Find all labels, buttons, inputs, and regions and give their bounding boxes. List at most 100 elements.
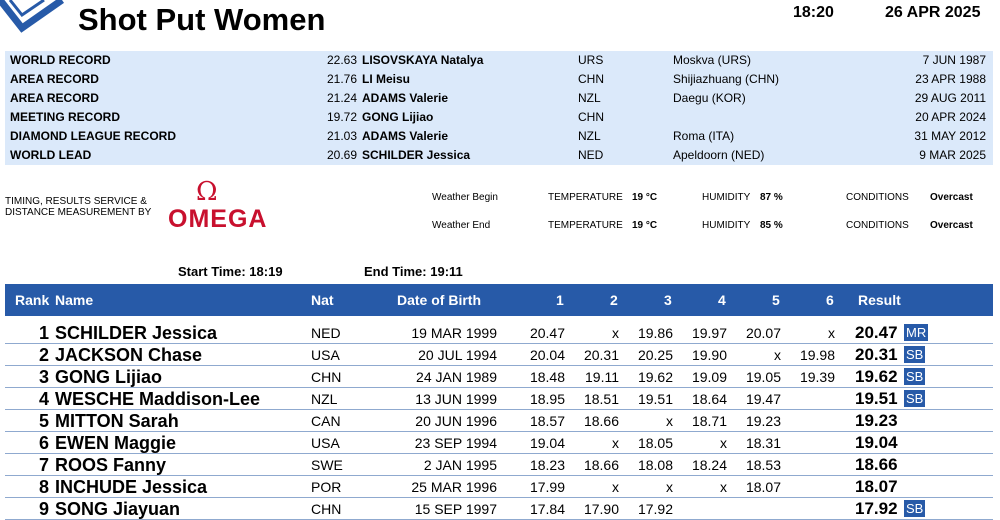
temp-label: TEMPERATURE <box>548 192 623 203</box>
record-date: 23 APR 1988 <box>915 72 986 86</box>
dob-cell: 13 JUN 1999 <box>415 391 497 407</box>
timing-credit: TIMING, RESULTS SERVICE & DISTANCE MEASU… <box>5 196 155 218</box>
athlete-name: WESCHE Maddison-Lee <box>55 389 261 409</box>
result-cell: 19.04 <box>855 433 898 452</box>
end-time-value: 19:11 <box>430 264 463 279</box>
conditions-label: CONDITIONS <box>846 220 909 231</box>
temp-value: 19 °C <box>632 220 658 231</box>
record-mark: 22.63 <box>326 53 357 67</box>
table-row: 6 EWEN Maggie USA 23 SEP 1994 19.04 x 18.05 x 18… <box>5 432 993 454</box>
attempt-3-cell: 19.86 <box>637 325 673 341</box>
nat-cell: POR <box>311 479 342 495</box>
dob-cell: 24 JAN 1989 <box>416 369 497 385</box>
omega-logo: OMEGA <box>168 205 268 233</box>
attempt-4-cell: 18.71 <box>691 413 727 429</box>
weather-begin-label: Weather Begin <box>432 192 498 203</box>
result-cell: 18.66 <box>855 455 898 474</box>
record-label: AREA RECORD <box>10 72 99 86</box>
record-badge: MR <box>904 324 929 341</box>
attempt-2-cell: x <box>612 325 619 341</box>
col-attempt-2: 2 <box>610 292 618 308</box>
record-badge: SB <box>904 368 926 385</box>
attempt-2-cell: 18.66 <box>583 457 619 473</box>
col-nat: Nat <box>311 292 334 308</box>
rank-cell: 5 <box>38 411 49 431</box>
conditions-label: CONDITIONS <box>846 192 909 203</box>
result-cell: 20.31 <box>855 345 898 364</box>
results-table: 1 SCHILDER Jessica NED 19 MAR 1999 20.47 x 19.… <box>5 322 993 520</box>
attempt-1-cell: 18.57 <box>529 413 565 429</box>
col-attempt-4: 4 <box>718 292 726 308</box>
record-nat: CHN <box>578 72 604 86</box>
table-row: 7 ROOS Fanny SWE 2 JAN 1995 18.23 18.66 18.08 1… <box>5 454 993 476</box>
end-time: End Time: 19:11 <box>364 264 463 279</box>
record-date: 9 MAR 2025 <box>919 148 986 162</box>
attempt-5-cell: 19.05 <box>745 369 781 385</box>
record-holder: LISOVSKAYA Natalya <box>362 53 484 67</box>
table-row: 1 SCHILDER Jessica NED 19 MAR 1999 20.47 x 19.… <box>5 322 993 344</box>
records-table: WORLD RECORD 22.63 LISOVSKAYA Natalya UR… <box>5 51 993 165</box>
attempt-3-cell: x <box>666 479 673 495</box>
result-cell: 19.23 <box>855 411 898 430</box>
record-label: MEETING RECORD <box>10 110 121 124</box>
page-title: Shot Put Women <box>78 2 326 37</box>
record-badge: SB <box>904 346 926 363</box>
attempt-5-cell: 18.31 <box>745 435 781 451</box>
rank-cell: 2 <box>38 345 49 365</box>
col-attempt-6: 6 <box>826 292 834 308</box>
rank-cell: 7 <box>38 455 49 475</box>
table-row: 2 JACKSON Chase USA 20 JUL 1994 20.04 20.31 20… <box>5 344 993 366</box>
record-row: AREA RECORD 21.24 ADAMS Valerie NZL Daeg… <box>5 89 993 108</box>
attempt-1-cell: 19.04 <box>529 435 565 451</box>
attempt-1-cell: 18.95 <box>529 391 565 407</box>
record-nat: NZL <box>578 91 601 105</box>
attempt-3-cell: 20.25 <box>637 347 673 363</box>
attempt-4-cell: x <box>720 435 727 451</box>
attempt-1-cell: 20.47 <box>529 325 565 341</box>
record-holder: ADAMS Valerie <box>362 129 449 143</box>
dob-cell: 19 MAR 1999 <box>411 325 497 341</box>
record-label: WORLD RECORD <box>10 53 111 67</box>
record-holder: SCHILDER Jessica <box>362 148 471 162</box>
record-nat: NED <box>578 148 604 162</box>
table-row: 4 WESCHE Maddison-Lee NZL 13 JUN 1999 18.95 1… <box>5 388 993 410</box>
record-nat: CHN <box>578 110 604 124</box>
dob-cell: 15 SEP 1997 <box>414 501 497 517</box>
dob-cell: 2 JAN 1995 <box>423 457 497 473</box>
result-cell: 19.62 <box>855 367 898 386</box>
attempt-5-cell: 18.07 <box>745 479 781 495</box>
table-row: 9 SONG Jiayuan CHN 15 SEP 1997 17.84 17.90 17.… <box>5 498 993 520</box>
col-rank: Rank <box>15 292 50 308</box>
result-cell: 20.47 <box>855 323 898 342</box>
attempt-2-cell: 18.51 <box>583 391 619 407</box>
results-header: Rank Name Nat Date of Birth 1 2 3 4 5 6 … <box>5 284 993 316</box>
athlete-name: SONG Jiayuan <box>55 499 181 519</box>
timing-credit-line: TIMING, RESULTS SERVICE & <box>5 196 147 207</box>
attempt-2-cell: 19.11 <box>585 369 619 385</box>
record-row: WORLD RECORD 22.63 LISOVSKAYA Natalya UR… <box>5 51 993 70</box>
start-time-label: Start Time: <box>178 264 246 279</box>
col-attempt-1: 1 <box>556 292 564 308</box>
rank-cell: 8 <box>38 477 49 497</box>
nat-cell: NZL <box>311 391 338 407</box>
attempt-3-cell: 17.92 <box>637 501 673 517</box>
rank-cell: 9 <box>38 499 49 519</box>
record-date: 29 AUG 2011 <box>914 91 986 105</box>
record-nat: NZL <box>578 129 601 143</box>
record-nat: URS <box>578 53 604 67</box>
attempt-3-cell: 18.05 <box>637 435 673 451</box>
record-badge: SB <box>904 390 926 407</box>
record-mark: 20.69 <box>326 148 357 162</box>
attempt-3-cell: 18.08 <box>637 457 673 473</box>
record-holder: GONG Lijiao <box>362 110 434 124</box>
record-venue: Shijiazhuang (CHN) <box>673 72 780 86</box>
nat-cell: CHN <box>311 369 342 385</box>
athlete-name: SCHILDER Jessica <box>55 323 218 343</box>
humidity-value: 85 % <box>760 220 783 231</box>
record-holder: LI Meisu <box>362 72 411 86</box>
attempt-5-cell: 19.47 <box>745 391 781 407</box>
col-attempt-3: 3 <box>664 292 672 308</box>
humidity-label: HUMIDITY <box>702 192 751 203</box>
attempt-4-cell: 19.97 <box>691 325 727 341</box>
weather-end-label: Weather End <box>432 220 491 231</box>
